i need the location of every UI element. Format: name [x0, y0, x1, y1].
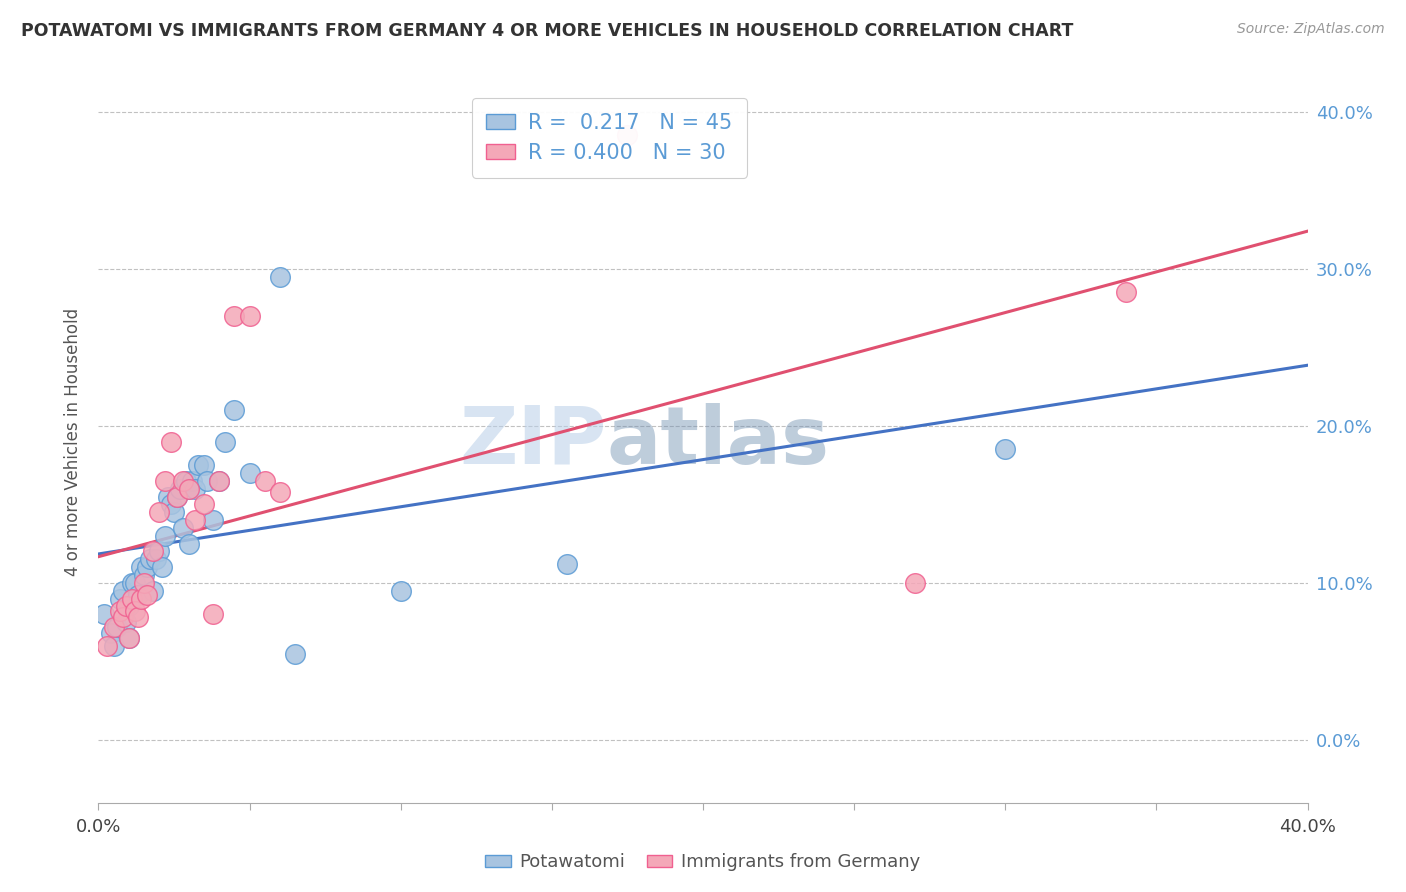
Point — [994, 442, 1017, 457]
Point — [139, 552, 162, 566]
Point — [118, 599, 141, 614]
Point — [100, 626, 122, 640]
Point — [160, 497, 183, 511]
Point — [224, 403, 246, 417]
Text: ZIP: ZIP — [458, 402, 606, 481]
Text: atlas: atlas — [606, 402, 830, 481]
Point — [163, 505, 186, 519]
Point — [118, 631, 141, 645]
Point — [169, 482, 191, 496]
Point — [156, 490, 179, 504]
Text: Source: ZipAtlas.com: Source: ZipAtlas.com — [1237, 22, 1385, 37]
Point — [253, 474, 276, 488]
Point — [150, 560, 173, 574]
Point — [132, 568, 155, 582]
Point — [145, 552, 167, 566]
Point — [129, 591, 152, 606]
Point — [121, 591, 143, 606]
Point — [166, 490, 188, 504]
Point — [103, 639, 125, 653]
Point — [135, 589, 157, 603]
Point — [111, 610, 134, 624]
Point — [135, 560, 157, 574]
Point — [184, 513, 207, 527]
Y-axis label: 4 or more Vehicles in Household: 4 or more Vehicles in Household — [65, 308, 83, 575]
Point — [172, 521, 194, 535]
Point — [148, 544, 170, 558]
Point — [181, 474, 204, 488]
Point — [202, 513, 225, 527]
Point — [214, 434, 236, 449]
Point — [111, 583, 134, 598]
Point — [269, 484, 291, 499]
Point — [239, 466, 262, 480]
Point — [202, 607, 225, 622]
Point — [184, 482, 207, 496]
Point — [142, 544, 165, 558]
Point — [555, 557, 578, 571]
Legend: R =  0.217   N = 45, R = 0.400   N = 30: R = 0.217 N = 45, R = 0.400 N = 30 — [471, 98, 747, 178]
Point — [114, 615, 136, 630]
Point — [103, 620, 125, 634]
Point — [108, 591, 131, 606]
Point — [208, 474, 231, 488]
Point — [142, 583, 165, 598]
Point — [129, 560, 152, 574]
Point — [174, 474, 197, 488]
Point — [96, 639, 118, 653]
Point — [193, 497, 215, 511]
Text: POTAWATOMI VS IMMIGRANTS FROM GERMANY 4 OR MORE VEHICLES IN HOUSEHOLD CORRELATIO: POTAWATOMI VS IMMIGRANTS FROM GERMANY 4 … — [21, 22, 1073, 40]
Point — [127, 610, 149, 624]
Point — [160, 434, 183, 449]
Point — [187, 458, 209, 472]
Point — [208, 474, 231, 488]
Point — [172, 474, 194, 488]
Point — [124, 604, 146, 618]
Point — [124, 575, 146, 590]
Point — [179, 536, 201, 550]
Point — [148, 505, 170, 519]
Legend: Potawatomi, Immigrants from Germany: Potawatomi, Immigrants from Germany — [478, 847, 928, 879]
Point — [269, 269, 291, 284]
Point — [904, 575, 927, 590]
Point — [224, 309, 246, 323]
Point — [132, 575, 155, 590]
Point — [1115, 285, 1137, 300]
Point — [127, 589, 149, 603]
Point — [118, 631, 141, 645]
Point — [193, 458, 215, 472]
Point — [166, 490, 188, 504]
Point — [179, 482, 201, 496]
Point — [616, 128, 638, 143]
Point — [93, 607, 115, 622]
Point — [153, 529, 176, 543]
Point — [389, 583, 412, 598]
Point — [239, 309, 262, 323]
Point — [105, 620, 128, 634]
Point — [284, 647, 307, 661]
Point — [153, 474, 176, 488]
Point — [195, 474, 218, 488]
Point — [179, 482, 201, 496]
Point — [121, 575, 143, 590]
Point — [114, 599, 136, 614]
Point — [108, 604, 131, 618]
